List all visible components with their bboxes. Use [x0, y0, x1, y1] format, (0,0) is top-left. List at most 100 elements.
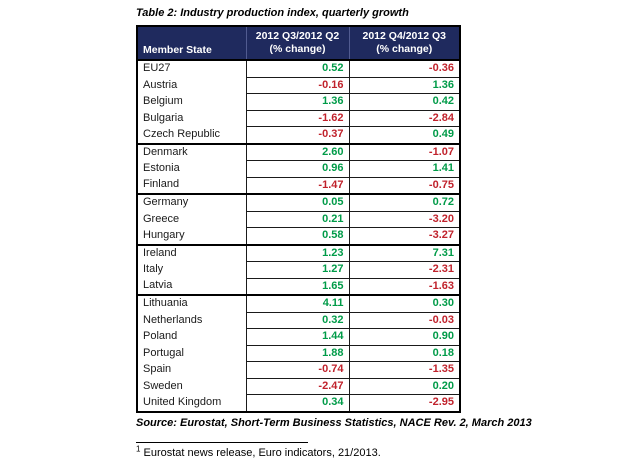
q4-q3-value-cell: -1.35 — [349, 361, 461, 379]
q3-q2-value-cell: 0.52 — [246, 60, 350, 78]
member-state-cell: Spain — [137, 361, 247, 378]
q3-q2-value-cell: 1.65 — [246, 278, 350, 296]
q4-q3-value-cell: 0.90 — [349, 328, 461, 346]
q4-q3-value-cell: 1.41 — [349, 160, 461, 178]
q4-q3-value-cell: 0.20 — [349, 378, 461, 395]
q3-q2-value-cell: 4.11 — [246, 295, 350, 313]
table-row: Denmark 2.60 -1.07 — [137, 143, 461, 161]
col-header-q3-q2-line2: (% change) — [269, 43, 326, 55]
q4-q3-value-cell: -2.84 — [349, 110, 461, 127]
footnote-marker: 1 — [136, 443, 141, 453]
table-row: Netherlands 0.32 -0.03 — [137, 312, 461, 329]
table-row: Lithuania 4.11 0.30 — [137, 295, 461, 313]
table-row: EU27 0.52 -0.36 — [137, 60, 461, 78]
q4-q3-value-cell: -3.27 — [349, 227, 461, 246]
table-title: Table 2: Industry production index, quar… — [136, 7, 409, 19]
q3-q2-value-cell: -2.47 — [246, 378, 350, 395]
col-header-q4-q3: 2012 Q4/2012 Q3 (% change) — [348, 26, 460, 60]
q3-q2-value-cell: 0.32 — [246, 312, 350, 329]
q3-q2-value-cell: 0.96 — [246, 160, 350, 178]
q3-q2-value-cell: -0.37 — [246, 126, 350, 145]
table-row: Czech Republic -0.37 0.49 — [137, 126, 461, 145]
col-header-q3-q2: 2012 Q3/2012 Q2 (% change) — [245, 26, 349, 60]
footnote-text: Eurostat news release, Euro indicators, … — [143, 446, 381, 459]
member-state-cell: Sweden — [137, 378, 247, 395]
q4-q3-value-cell: 0.42 — [349, 93, 461, 111]
member-state-cell: Portugal — [137, 345, 247, 362]
q3-q2-value-cell: 0.34 — [246, 394, 350, 412]
table-row: Latvia 1.65 -1.63 — [137, 278, 461, 296]
col-header-q4-q3-line2: (% change) — [376, 43, 433, 55]
q4-q3-value-cell: -2.95 — [349, 394, 461, 412]
q4-q3-value-cell: -2.31 — [349, 261, 461, 279]
q3-q2-value-cell: 1.88 — [246, 345, 350, 362]
q3-q2-value-cell: 2.60 — [246, 143, 350, 161]
q4-q3-value-cell: -1.63 — [349, 278, 461, 296]
member-state-cell: Netherlands — [137, 312, 247, 329]
member-state-cell: Ireland — [137, 244, 247, 262]
table-row: Poland 1.44 0.90 — [137, 328, 461, 346]
q4-q3-value-cell: 0.18 — [349, 345, 461, 362]
table-row: Austria -0.16 1.36 — [137, 77, 461, 94]
table-row: Germany 0.05 0.72 — [137, 194, 461, 212]
q4-q3-value-cell: -0.75 — [349, 177, 461, 195]
q4-q3-value-cell: 7.31 — [349, 244, 461, 262]
production-index-table: Member State 2012 Q3/2012 Q2 (% change) … — [136, 25, 461, 413]
member-state-cell: Bulgaria — [137, 110, 247, 127]
q4-q3-value-cell: 1.36 — [349, 77, 461, 94]
member-state-cell: Estonia — [137, 160, 247, 177]
q4-q3-value-cell: 0.30 — [349, 295, 461, 313]
q4-q3-value-cell: 0.49 — [349, 126, 461, 145]
col-header-q3-q2-line1: 2012 Q3/2012 Q2 — [255, 29, 340, 42]
q4-q3-value-cell: 0.72 — [349, 194, 461, 212]
q3-q2-value-cell: -1.47 — [246, 177, 350, 195]
table-header: Member State 2012 Q3/2012 Q2 (% change) … — [137, 26, 460, 60]
member-state-cell: Czech Republic — [137, 126, 247, 145]
table-row: Estonia 0.96 1.41 — [137, 160, 461, 178]
q3-q2-value-cell: 1.27 — [246, 261, 350, 279]
table-row: Finland -1.47 -0.75 — [137, 177, 461, 195]
table-row: Hungary 0.58 -3.27 — [137, 227, 461, 246]
table-body: EU27 0.52 -0.36 Austria -0.16 1.36 Belgi… — [137, 60, 461, 412]
q3-q2-value-cell: -1.62 — [246, 110, 350, 127]
q3-q2-value-cell: 1.44 — [246, 328, 350, 346]
table-row: Sweden -2.47 0.20 — [137, 378, 461, 395]
member-state-cell: Germany — [137, 194, 247, 211]
member-state-cell: Belgium — [137, 93, 247, 110]
table-row: Spain -0.74 -1.35 — [137, 361, 461, 379]
member-state-cell: Latvia — [137, 278, 247, 296]
member-state-cell: EU27 — [137, 60, 247, 77]
table-row: Italy 1.27 -2.31 — [137, 261, 461, 279]
table-block: Table 2: Industry production index, quar… — [136, 7, 532, 459]
member-state-cell: Poland — [137, 328, 247, 345]
q3-q2-value-cell: 1.36 — [246, 93, 350, 111]
footnote-separator — [136, 441, 308, 443]
q3-q2-value-cell: 0.05 — [246, 194, 350, 212]
member-state-cell: Austria — [137, 77, 247, 94]
q3-q2-value-cell: -0.16 — [246, 77, 350, 94]
q3-q2-value-cell: 1.23 — [246, 244, 350, 262]
header-row: Member State 2012 Q3/2012 Q2 (% change) … — [137, 26, 460, 60]
col-header-member-state: Member State — [137, 26, 246, 60]
member-state-cell: Finland — [137, 177, 247, 195]
q3-q2-value-cell: -0.74 — [246, 361, 350, 379]
member-state-cell: Hungary — [137, 227, 247, 246]
table-row: United Kingdom 0.34 -2.95 — [137, 394, 461, 412]
table-row: Greece 0.21 -3.20 — [137, 211, 461, 228]
q4-q3-value-cell: -0.03 — [349, 312, 461, 329]
q4-q3-value-cell: -1.07 — [349, 143, 461, 161]
member-state-cell: United Kingdom — [137, 394, 247, 412]
member-state-cell: Denmark — [137, 143, 247, 161]
table-row: Ireland 1.23 7.31 — [137, 244, 461, 262]
q4-q3-value-cell: -0.36 — [349, 60, 461, 78]
member-state-cell: Lithuania — [137, 295, 247, 312]
table-row: Belgium 1.36 0.42 — [137, 93, 461, 111]
footnote: 1 Eurostat news release, Euro indicators… — [136, 443, 459, 459]
member-state-cell: Italy — [137, 261, 247, 278]
table-row: Bulgaria -1.62 -2.84 — [137, 110, 461, 127]
member-state-cell: Greece — [137, 211, 247, 228]
col-header-q4-q3-line1: 2012 Q4/2012 Q3 — [362, 29, 446, 42]
table-row: Portugal 1.88 0.18 — [137, 345, 461, 362]
source-note: Source: Eurostat, Short-Term Business St… — [136, 416, 532, 429]
